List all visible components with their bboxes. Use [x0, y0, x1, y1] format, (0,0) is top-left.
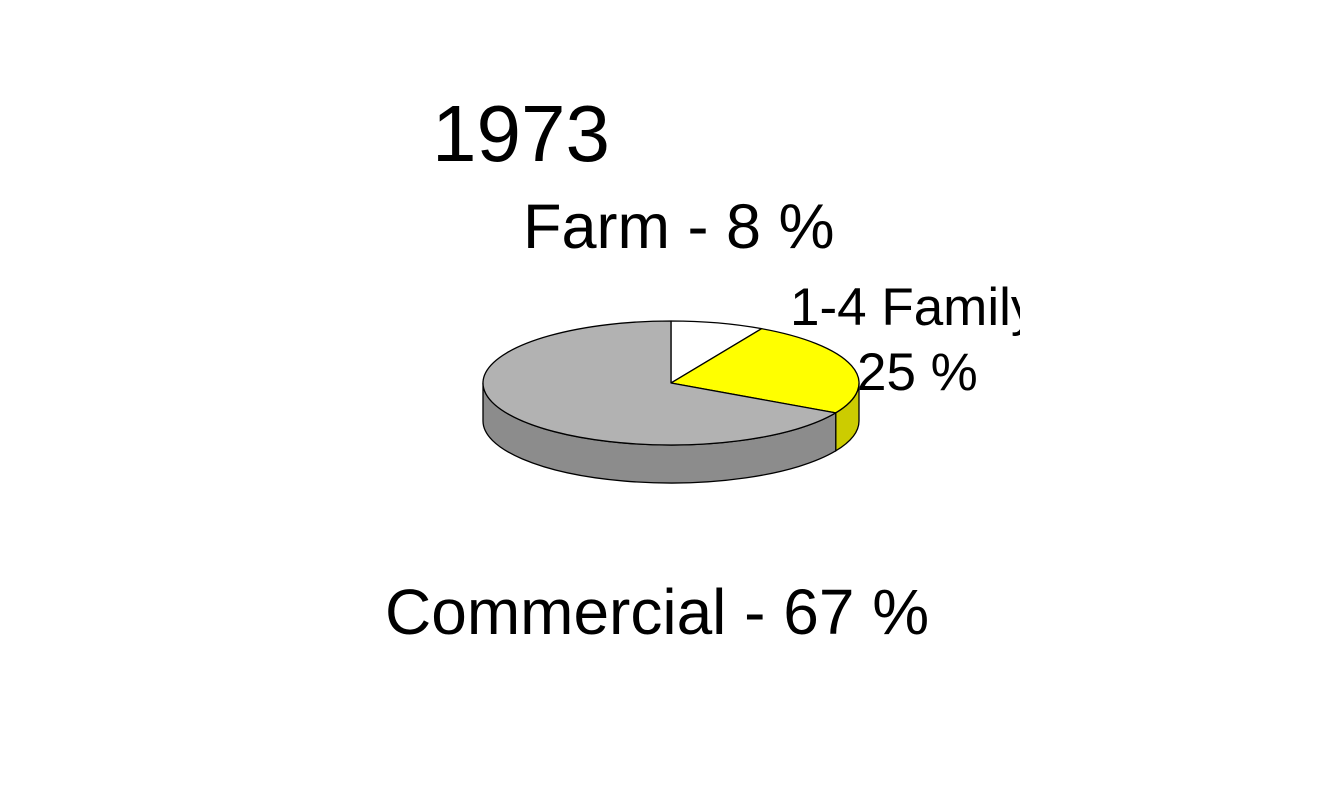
slice-label-commercial: Commercial - 67 % — [385, 576, 930, 648]
pie-slice-commercial — [482, 320, 837, 446]
slice-label-family-name: 1-4 Family — [790, 281, 1020, 337]
pie-top-faces — [482, 320, 860, 446]
pie-slice-farm — [670, 320, 763, 384]
slice-label-farm: Farm - 8 % — [523, 192, 835, 262]
chart-title: 1973 — [432, 89, 610, 178]
slice-label-family-value: 25 % — [857, 343, 978, 399]
slice-label-family: 1-4 Family 25 % — [790, 281, 1020, 399]
pie-slice-1-4-family — [670, 328, 860, 414]
